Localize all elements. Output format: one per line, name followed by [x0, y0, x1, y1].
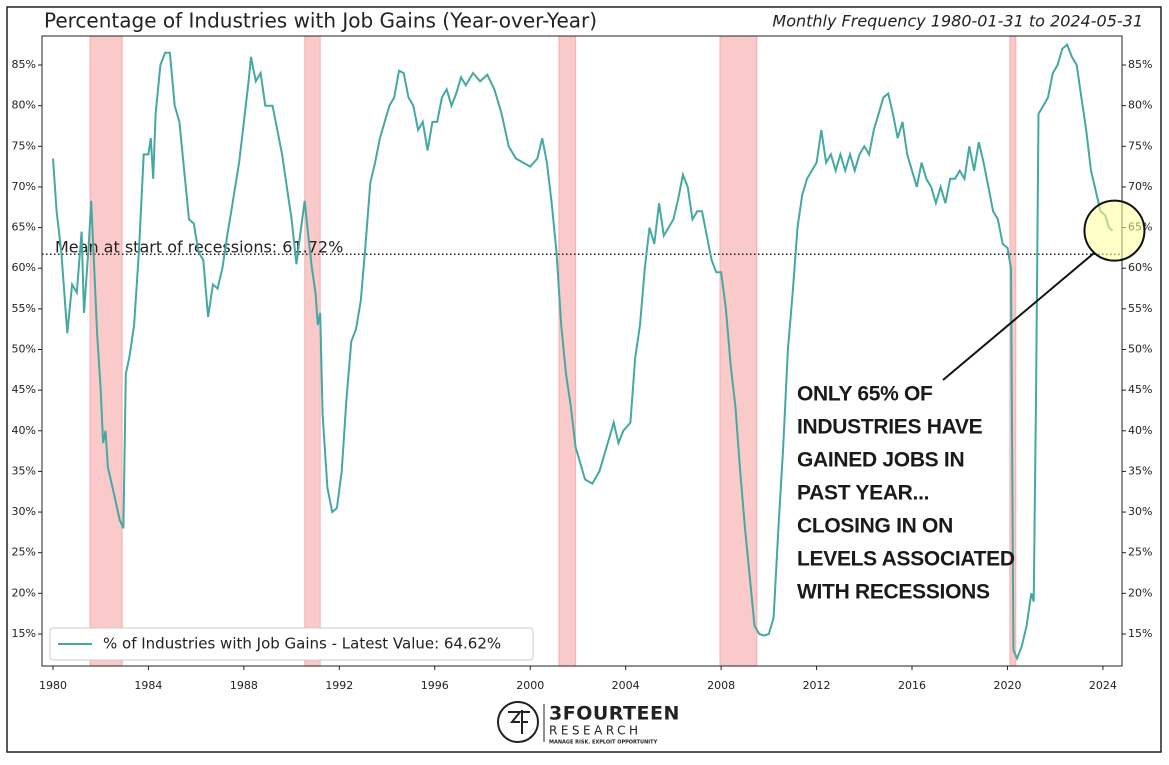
y2-tick-label: 50%	[1128, 342, 1152, 355]
annotation-line: PAST YEAR...	[797, 482, 929, 505]
logo-name: 3FOURTEEN	[549, 703, 680, 725]
y2-tick-label: 45%	[1128, 383, 1152, 396]
x-tick-label: 1988	[230, 679, 258, 692]
y-tick-label: 40%	[12, 424, 36, 437]
y2-tick-label: 20%	[1128, 586, 1152, 599]
mean-label: Mean at start of recessions: 61.72%	[55, 238, 343, 257]
x-tick-label: 2012	[803, 679, 831, 692]
recession-band	[719, 35, 758, 667]
x-tick-label: 2020	[993, 679, 1021, 692]
y-tick-label: 70%	[12, 180, 36, 193]
legend-label: % of Industries with Job Gains - Latest …	[103, 635, 501, 653]
x-tick-label: 1980	[39, 679, 67, 692]
y-tick-label: 50%	[12, 342, 36, 355]
logo-glyph	[508, 710, 530, 734]
recession-band	[89, 35, 123, 667]
annotation-line: WITH RECESSIONS	[797, 581, 990, 604]
y-tick-label: 75%	[12, 139, 36, 152]
x-tick-label: 2024	[1089, 679, 1117, 692]
annotation-line: INDUSTRIES HAVE	[797, 416, 983, 439]
y-tick-label: 85%	[12, 58, 36, 71]
highlight-circle	[1083, 199, 1146, 262]
annotation-line: GAINED JOBS IN	[797, 449, 964, 472]
y-tick-label: 15%	[12, 627, 36, 640]
x-tick-label: 2004	[612, 679, 640, 692]
annotation-arrow	[942, 251, 1096, 381]
x-tick-label: 1992	[325, 679, 353, 692]
annotation-line: CLOSING IN ON	[797, 515, 953, 538]
y2-tick-label: 15%	[1128, 627, 1152, 640]
chart-title: Percentage of Industries with Job Gains …	[44, 9, 597, 33]
y2-tick-label: 60%	[1128, 261, 1152, 274]
y2-tick-label: 85%	[1128, 58, 1152, 71]
y2-tick-label: 75%	[1128, 139, 1152, 152]
y-tick-label: 30%	[12, 505, 36, 518]
y2-tick-label: 80%	[1128, 99, 1152, 112]
y2-tick-label: 40%	[1128, 424, 1152, 437]
y-tick-label: 65%	[12, 221, 36, 234]
y2-tick-label: 55%	[1128, 302, 1152, 315]
x-tick-label: 2008	[707, 679, 735, 692]
recession-band	[304, 35, 321, 667]
y-tick-label: 60%	[12, 261, 36, 274]
logo-tagline: MANAGE RISK. EXPLOIT OPPORTUNITY	[549, 740, 658, 746]
y-tick-label: 45%	[12, 383, 36, 396]
y-tick-label: 20%	[12, 586, 36, 599]
y2-tick-label: 70%	[1128, 180, 1152, 193]
series-line	[52, 43, 1114, 662]
y2-tick-label: 30%	[1128, 505, 1152, 518]
x-tick-label: 2016	[898, 679, 926, 692]
recession-band	[558, 35, 577, 667]
x-tick-label: 1984	[134, 679, 162, 692]
y-tick-label: 80%	[12, 99, 36, 112]
y2-tick-label: 25%	[1128, 546, 1152, 559]
logo-mark	[497, 701, 539, 743]
plot-area	[41, 35, 1123, 667]
y-tick-label: 55%	[12, 302, 36, 315]
x-tick-label: 1996	[421, 679, 449, 692]
logo: 3FOURTEEN RESEARCH MANAGE RISK. EXPLOIT …	[497, 701, 680, 746]
y2-tick-label: 35%	[1128, 464, 1152, 477]
annotation-line: ONLY 65% OF	[797, 383, 933, 406]
legend-box	[49, 627, 534, 661]
y-tick-label: 35%	[12, 464, 36, 477]
annotation-line: LEVELS ASSOCIATED	[797, 548, 1015, 571]
y-tick-label: 25%	[12, 546, 36, 559]
chart-subtitle: Monthly Frequency 1980-01-31 to 2024-05-…	[772, 12, 1143, 31]
x-tick-label: 2000	[516, 679, 544, 692]
logo-sub: RESEARCH	[549, 724, 641, 738]
